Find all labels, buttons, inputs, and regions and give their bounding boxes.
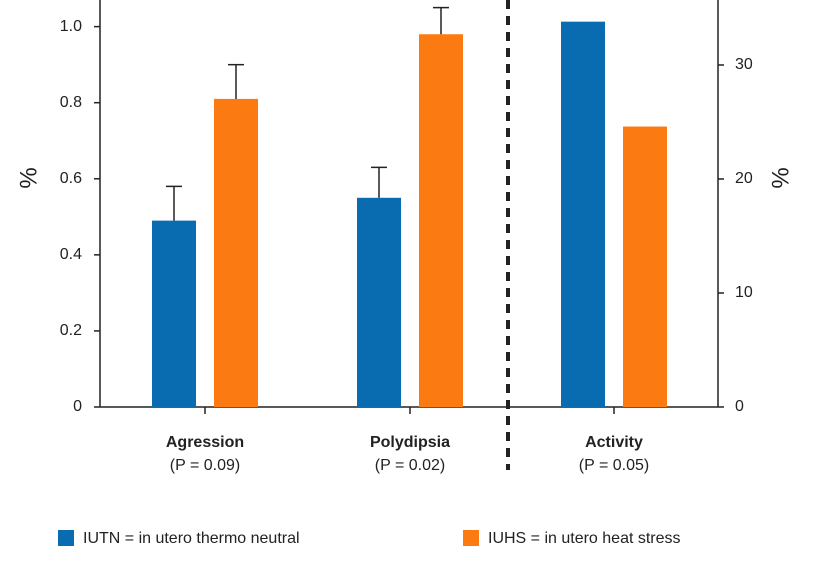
- y-tick-label: 0.6: [60, 170, 82, 187]
- legend-swatch: [58, 530, 74, 546]
- x-tick-label: Activity: [585, 434, 643, 451]
- bar: [561, 21, 605, 407]
- y2-axis-label: %: [767, 167, 794, 188]
- x-tick-note: (P = 0.09): [170, 457, 240, 474]
- y2-tick-label: 0: [735, 398, 744, 415]
- x-tick-label: Polydipsia: [370, 434, 450, 451]
- y-tick-label: 0.4: [60, 246, 82, 263]
- x-tick-note: (P = 0.02): [375, 457, 445, 474]
- legend-swatch: [463, 530, 479, 546]
- x-tick-label: Agression: [166, 434, 244, 451]
- y-tick-label: 0: [73, 398, 82, 415]
- bar: [623, 126, 667, 408]
- legend-label: IUTN = in utero thermo neutral: [83, 530, 300, 547]
- bar: [214, 98, 258, 408]
- y2-tick-label: 10: [735, 284, 753, 301]
- y-tick-label: 0.2: [60, 322, 82, 339]
- bar: [152, 220, 196, 407]
- bar: [419, 34, 463, 408]
- x-tick-note: (P = 0.05): [579, 457, 649, 474]
- y2-tick-label: 20: [735, 170, 753, 187]
- y-axis-label: %: [15, 167, 42, 188]
- legend-label: IUHS = in utero heat stress: [488, 530, 681, 547]
- y2-tick-label: 30: [735, 56, 753, 73]
- bar: [357, 197, 401, 407]
- y-tick-label: 0.8: [60, 94, 82, 111]
- y-tick-label: 1.0: [60, 18, 82, 35]
